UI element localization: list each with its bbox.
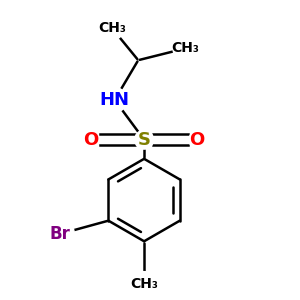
Text: CH₃: CH₃: [171, 41, 199, 56]
Text: CH₃: CH₃: [98, 21, 126, 35]
Circle shape: [99, 15, 124, 40]
Circle shape: [83, 131, 99, 148]
Circle shape: [135, 130, 154, 149]
Circle shape: [102, 88, 127, 112]
Circle shape: [173, 36, 198, 61]
Circle shape: [46, 220, 74, 248]
Text: O: O: [190, 131, 205, 149]
Text: S: S: [138, 131, 151, 149]
Circle shape: [189, 131, 206, 148]
Circle shape: [132, 272, 157, 296]
Text: O: O: [83, 131, 99, 149]
Text: HN: HN: [100, 91, 130, 109]
Text: CH₃: CH₃: [130, 277, 158, 291]
Text: Br: Br: [50, 225, 70, 243]
